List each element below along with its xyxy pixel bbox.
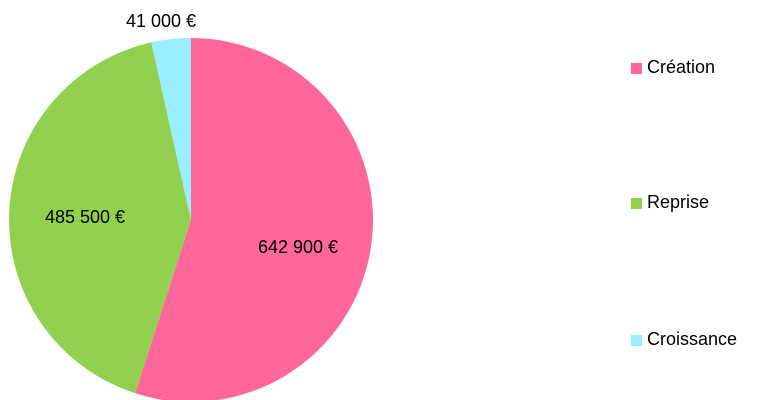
pie-slice: [135, 38, 373, 400]
legend-label: Création: [647, 57, 715, 77]
data-label: 485 500 €: [45, 207, 125, 227]
pie-slice: [151, 38, 191, 220]
legend-swatch: [631, 198, 642, 209]
data-label: 642 900 €: [258, 237, 338, 257]
legend-label: Reprise: [647, 192, 709, 212]
legend-label: Croissance: [647, 329, 737, 349]
pie-slice: [8, 42, 191, 394]
legend-swatch: [631, 335, 642, 346]
data-label: 41 000 €: [126, 11, 196, 31]
legend-swatch: [631, 63, 642, 74]
